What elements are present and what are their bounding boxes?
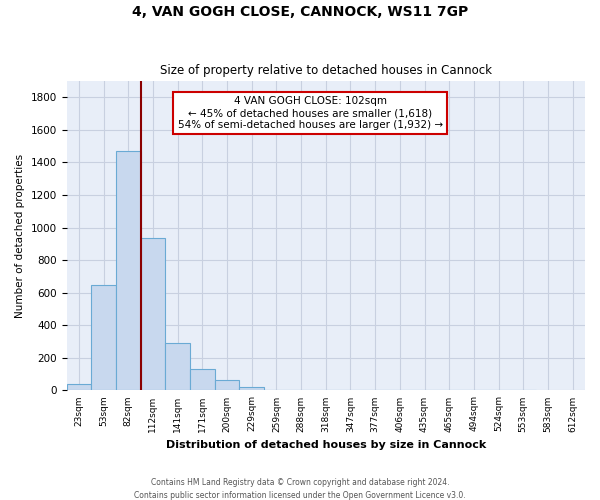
Bar [140,238,165,390]
Bar [165,343,190,390]
Bar [190,370,215,390]
Bar [116,151,140,390]
Y-axis label: Number of detached properties: Number of detached properties [15,154,25,318]
Text: 4 VAN GOGH CLOSE: 102sqm
← 45% of detached houses are smaller (1,618)
54% of sem: 4 VAN GOGH CLOSE: 102sqm ← 45% of detach… [178,96,443,130]
Bar [67,384,91,390]
Title: Size of property relative to detached houses in Cannock: Size of property relative to detached ho… [160,64,492,77]
Text: Contains HM Land Registry data © Crown copyright and database right 2024.
Contai: Contains HM Land Registry data © Crown c… [134,478,466,500]
X-axis label: Distribution of detached houses by size in Cannock: Distribution of detached houses by size … [166,440,486,450]
Bar [91,284,116,391]
Bar [239,387,264,390]
Bar [215,380,239,390]
Text: 4, VAN GOGH CLOSE, CANNOCK, WS11 7GP: 4, VAN GOGH CLOSE, CANNOCK, WS11 7GP [132,5,468,19]
